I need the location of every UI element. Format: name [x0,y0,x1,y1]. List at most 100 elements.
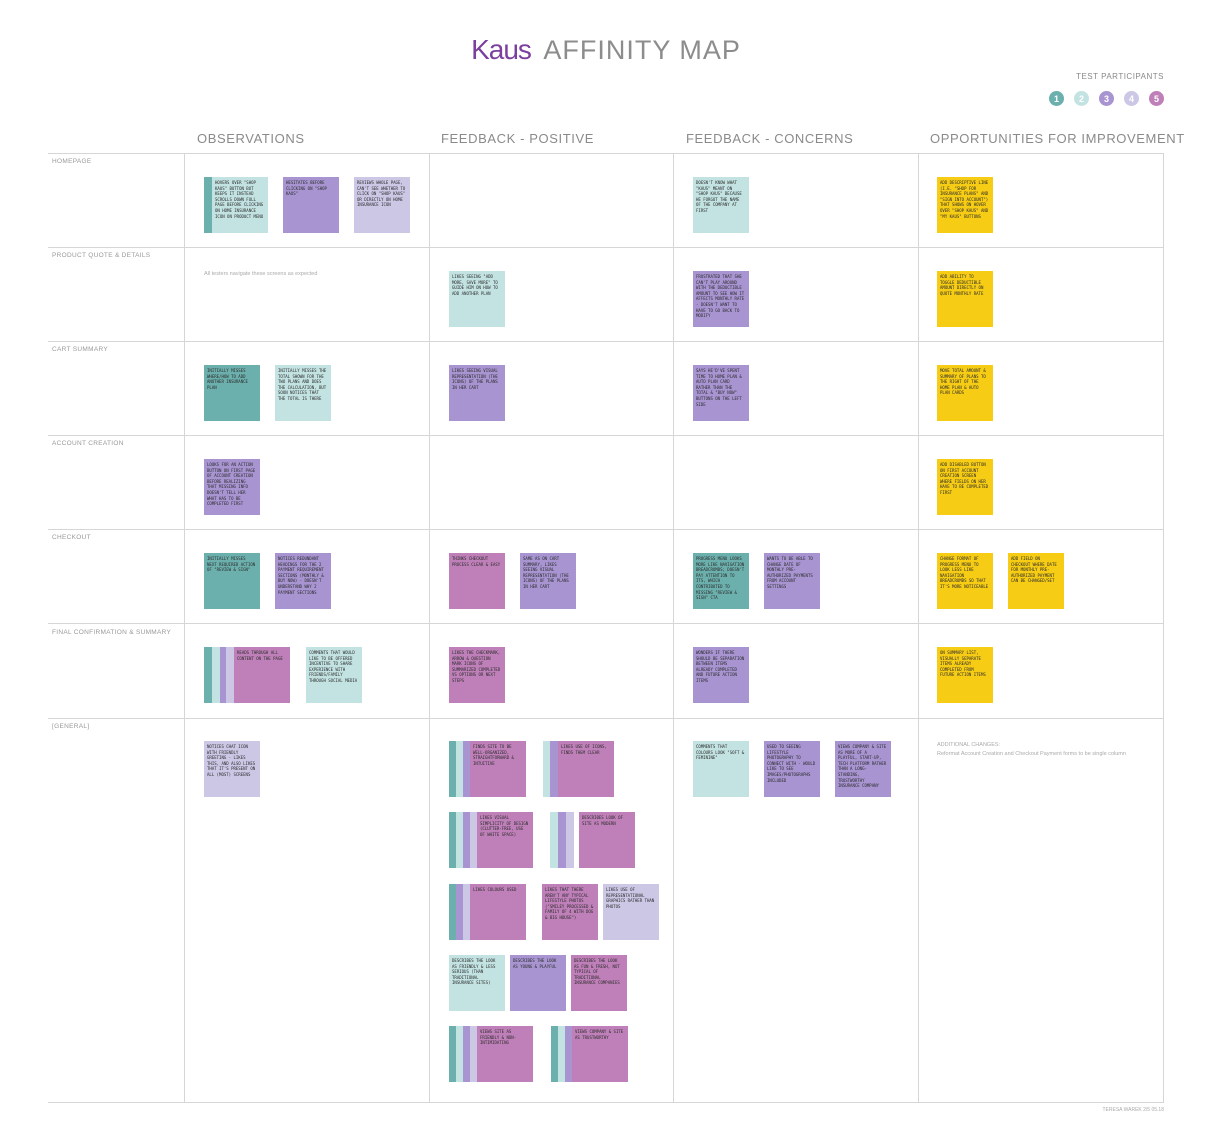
sticky-note: Reviews whole page, can't see whether to… [354,177,410,233]
sticky-note: Move total amount & summary of plans to … [937,365,993,421]
row-label-product-quote: PRODUCT QUOTE & DETAILS [52,252,151,259]
participant-strip [550,812,558,868]
kaus-logo: Kaus [471,34,532,65]
sticky-note: Views company & site as more of a playfu… [835,741,891,797]
sticky-note: On summary list, visually separate items… [937,647,993,703]
participant-strip [456,812,463,868]
participant-strip [470,1026,477,1082]
row-label-cart-summary: CART SUMMARY [52,346,108,353]
participant-2-badge: 2 [1074,91,1089,106]
sticky-note: Wonders if there should be separation be… [693,647,749,703]
participant-strip [551,1026,558,1082]
participants-label: TEST PARTICIPANTS [1076,72,1164,81]
sticky-note: Likes seeing visual representation (the … [449,365,505,421]
grid-line [48,153,1164,154]
footer-credit: TERESA WAREK 2/5 05.18 [1102,1107,1164,1113]
sticky-note: Finds site to be well-organized, straigh… [470,741,526,797]
row-label-checkout: CHECKOUT [52,534,91,541]
sticky-note: Doesn't know what "Kaus" meant on "shop … [693,177,749,233]
sticky-note: Notices chat icon with friendly greeting… [204,741,260,797]
sticky-note: Hovers over "shop Kaus" button but keeps… [212,177,268,233]
sticky-note: Add descriptive line (i.e. "shop for ins… [937,177,993,233]
participant-strip [212,647,220,703]
additional-changes-text: Reformat Account Creation and Checkout P… [937,751,1126,757]
participant-strip [220,647,226,703]
participant-1-badge: 1 [1049,91,1064,106]
participant-strip [550,741,558,797]
sticky-note: Hesitates before clicking on "shop Kaus" [283,177,339,233]
participant-strip [463,884,470,940]
participant-strip [204,647,212,703]
sticky-note: Views company & site as trustworthy [572,1026,628,1082]
sticky-note: Likes visual simplicity of design (clutt… [477,812,533,868]
grid-line [48,1102,1164,1103]
participant-strip [470,812,477,868]
sticky-note: Progress menu looks more like navigation… [693,553,749,609]
sticky-note: Views site as friendly & non-intimidatin… [477,1026,533,1082]
sticky-note: Says he'd've spent time to home plan & a… [693,365,749,421]
grid-line [48,623,1164,624]
sticky-note: Add ability to toggle deductible amount … [937,271,993,327]
sticky-note: Notices redundant headings for the 2 pay… [275,553,331,609]
participant-strip [463,1026,470,1082]
sticky-note: Looks for an action button on first page… [204,459,260,515]
sticky-note: Frustrated that she can't play around wi… [693,271,749,327]
participant-5-badge: 5 [1149,91,1164,106]
column-header-feedback-positive: FEEDBACK - POSITIVE [441,131,594,146]
row-label-final-confirmation: FINAL CONFIRMATION & SUMMARY [52,629,172,636]
grid-line [48,718,1164,719]
column-header-opportunities: OPPORTUNITIES FOR IMPROVEMENT [930,131,1185,146]
participant-strip [558,1026,565,1082]
sticky-note: Likes use of icons, finds them clear [558,741,614,797]
participant-strip [565,1026,572,1082]
grid-line [48,247,1164,248]
grid-line [918,153,919,1102]
grid-line [673,153,674,1102]
sticky-note: Describes the look as fun & fresh, not t… [571,955,627,1011]
grid-line [48,529,1164,530]
sticky-note: Initially misses next required action of… [204,553,260,609]
participant-strip [456,884,463,940]
participant-strip [463,741,470,797]
column-header-observations: OBSERVATIONS [197,131,305,146]
sticky-note: Initially misses where/how to add anothe… [204,365,260,421]
sticky-note: Reads through all content on the page [234,647,290,703]
sticky-note: Add field on checkout where date for mon… [1008,553,1064,609]
grid-line [184,153,185,1102]
grid-line [48,435,1164,436]
grid-line [429,153,430,1102]
row-label-account-creation: ACCOUNT CREATION [52,440,124,447]
sticky-note: Likes use of representational graphics r… [603,884,659,940]
sticky-note: Describes the look as young & playful [510,955,566,1011]
participant-4-badge: 4 [1124,91,1139,106]
participant-strip [449,741,456,797]
sticky-note: Comments that colours look "soft & femin… [693,741,749,797]
sticky-note: Add disabled button on first account cre… [937,459,993,515]
sticky-note: Change format of progress menu to look l… [937,553,993,609]
participant-strip [543,741,550,797]
sticky-note: Likes that there aren't any typical life… [542,884,598,940]
participant-strip [456,741,463,797]
row-label-homepage: HOMEPAGE [52,158,92,165]
grid-line [1163,153,1164,1102]
participant-strip [558,812,566,868]
participant-strip [226,647,234,703]
grid-line [48,341,1164,342]
sticky-note: Describes the look as friendly & less se… [449,955,505,1011]
note-text: All testers navigate these screens as ex… [204,271,318,277]
page-title: AFFINITY MAP [543,34,741,65]
column-header-feedback-concerns: FEEDBACK - CONCERNS [686,131,854,146]
additional-changes-label: ADDITIONAL CHANGES: [937,742,1001,748]
participant-strip [463,812,470,868]
participant-strip [204,177,212,233]
participant-strip [449,1026,456,1082]
participant-strip [449,884,456,940]
sticky-note: Comments that would like to be offered i… [306,647,362,703]
sticky-note: Likes the checkmark, arrow & question ma… [449,647,505,703]
sticky-note: Initially misses the total shown for the… [275,365,331,421]
row-label-general: [GENERAL] [52,723,90,730]
sticky-note: Used to seeing lifestyle photography to … [764,741,820,797]
page-header: Kaus AFFINITY MAP [0,34,1212,74]
sticky-note: Thinks checkout process clear & easy [449,553,505,609]
sticky-note: Likes colours used [470,884,526,940]
